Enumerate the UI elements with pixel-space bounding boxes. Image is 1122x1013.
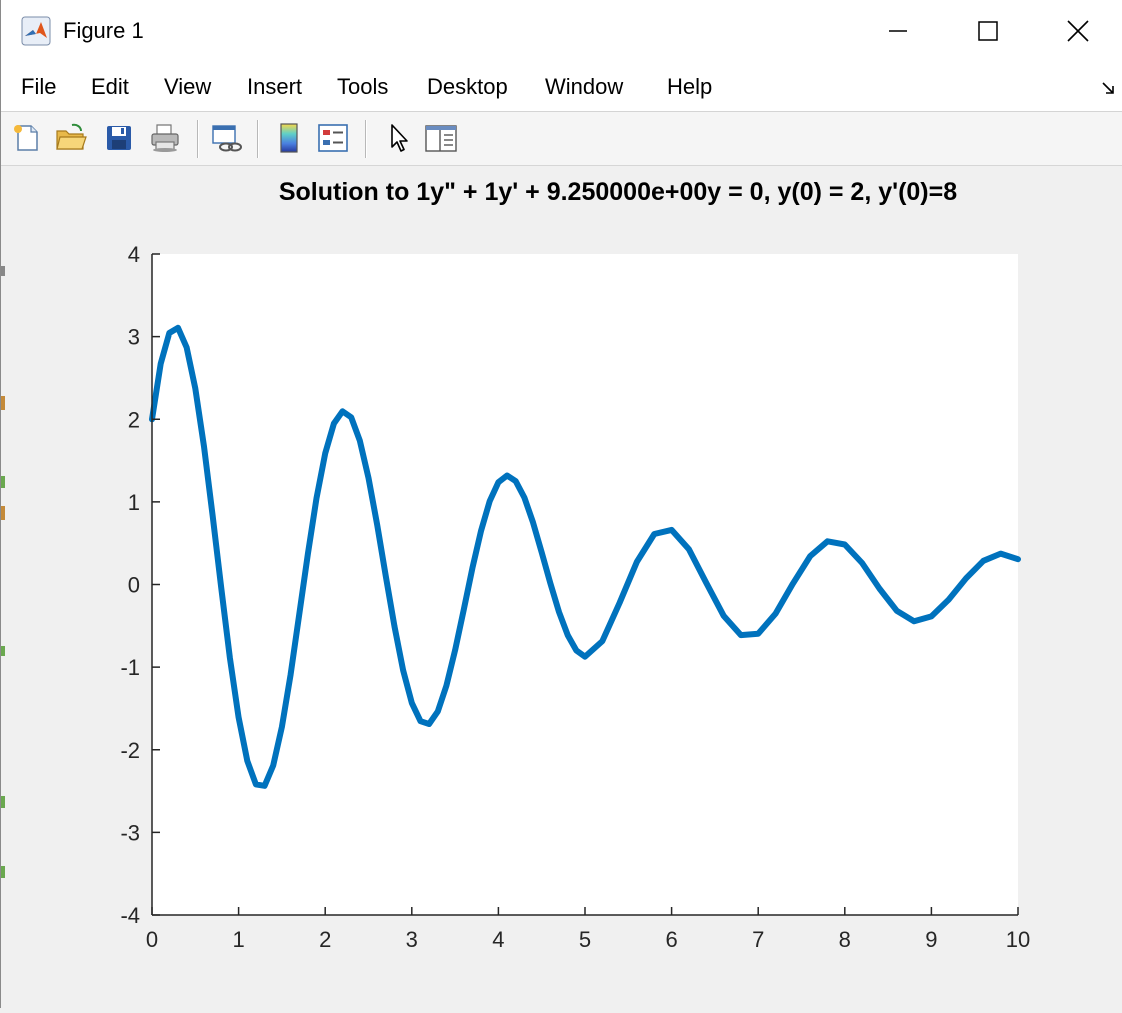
- y-tick-label: -2: [120, 738, 140, 763]
- save-icon: [107, 126, 131, 150]
- y-tick-label: -3: [120, 820, 140, 845]
- x-tick-label: 2: [319, 927, 331, 952]
- toolbar-separator: [365, 120, 367, 158]
- y-tick-label: -1: [120, 655, 140, 680]
- y-tick-label: 0: [128, 573, 140, 598]
- plot-area[interactable]: Solution to 1y" + 1y' + 9.250000e+00y = …: [1, 166, 1122, 1008]
- x-tick-label: 10: [1006, 927, 1030, 952]
- minimize-icon: [889, 30, 907, 32]
- menu-insert[interactable]: Insert: [247, 74, 303, 99]
- menu-file[interactable]: File: [21, 74, 57, 99]
- pointer-icon: [391, 124, 408, 152]
- figure-toolbar: [1, 112, 1122, 166]
- x-tick-label: 3: [406, 927, 418, 952]
- y-tick-label: 3: [128, 325, 140, 350]
- menu-desktop[interactable]: Desktop: [427, 74, 508, 99]
- maximize-icon: [978, 21, 998, 41]
- open-file-button[interactable]: [53, 120, 89, 156]
- axes-background: [152, 254, 1018, 915]
- print-button[interactable]: [147, 120, 183, 156]
- legend-button[interactable]: [315, 120, 351, 156]
- pointer-button[interactable]: [381, 120, 417, 156]
- dock-arrow-icon[interactable]: [1101, 80, 1117, 96]
- menu-window[interactable]: Window: [545, 74, 624, 99]
- y-tick-label: 2: [128, 407, 140, 432]
- x-tick-label: 9: [925, 927, 937, 952]
- x-tick-label: 6: [665, 927, 677, 952]
- maximize-button[interactable]: [943, 0, 1033, 62]
- y-tick-label: 1: [128, 490, 140, 515]
- property-inspector-button[interactable]: [423, 120, 459, 156]
- x-tick-label: 0: [146, 927, 158, 952]
- close-icon: [1067, 20, 1089, 42]
- toolbar-separator: [197, 120, 199, 158]
- menu-edit[interactable]: Edit: [91, 74, 129, 99]
- toolbar-separator: [257, 120, 259, 158]
- background-window-edge: [1, 166, 5, 1008]
- new-figure-button[interactable]: [9, 120, 45, 156]
- property-inspector-icon: [425, 125, 457, 152]
- figure-canvas: Solution to 1y" + 1y' + 9.250000e+00y = …: [1, 166, 1122, 1008]
- print-icon: [151, 124, 179, 152]
- window-title: Figure 1: [63, 18, 144, 43]
- title-bar[interactable]: Figure 1: [1, 0, 1122, 62]
- link-plot-icon: [212, 125, 242, 152]
- x-tick-label: 7: [752, 927, 764, 952]
- menu-bar: File Edit View Insert Tools Desktop Wind…: [1, 62, 1122, 112]
- menu-tools[interactable]: Tools: [337, 74, 389, 99]
- y-tick-label: 4: [128, 242, 140, 267]
- matlab-icon: [21, 16, 51, 46]
- y-tick-label: -4: [120, 903, 140, 928]
- x-tick-label: 1: [232, 927, 244, 952]
- close-button[interactable]: [1033, 0, 1122, 62]
- open-file-icon: [56, 123, 87, 150]
- menu-view[interactable]: View: [164, 74, 212, 99]
- colorbar-icon: [280, 123, 298, 153]
- link-plot-button[interactable]: [209, 120, 245, 156]
- x-tick-label: 8: [839, 927, 851, 952]
- colorbar-button[interactable]: [271, 120, 307, 156]
- x-tick-label: 5: [579, 927, 591, 952]
- series-line: [149, 324, 1021, 789]
- minimize-button[interactable]: [853, 0, 943, 62]
- x-tick-label: 4: [492, 927, 504, 952]
- menu-help[interactable]: Help: [667, 74, 713, 99]
- legend-icon: [318, 124, 348, 152]
- save-button[interactable]: [101, 120, 137, 156]
- new-figure-icon: [14, 125, 38, 151]
- chart-title: Solution to 1y" + 1y' + 9.250000e+00y = …: [279, 178, 957, 206]
